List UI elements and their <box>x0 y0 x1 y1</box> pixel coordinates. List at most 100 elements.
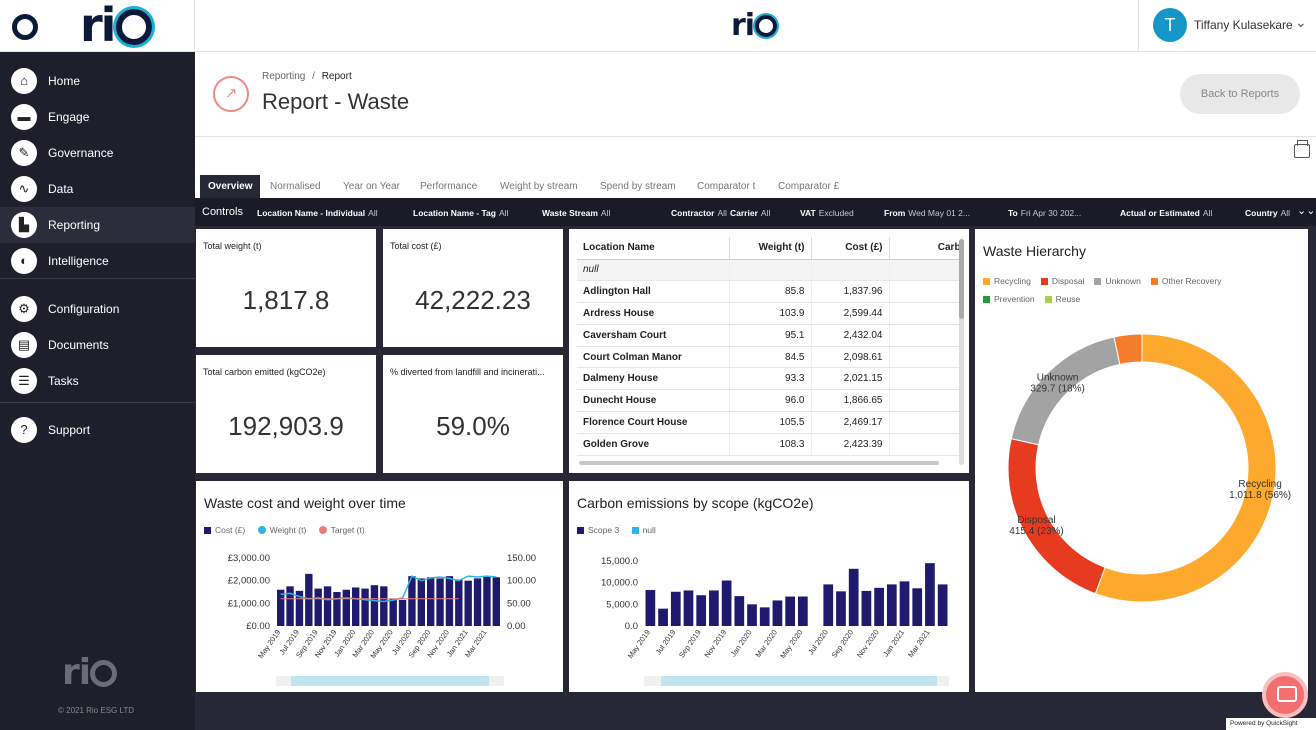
cost-bar[interactable] <box>408 576 416 626</box>
sidebar-item-reporting[interactable]: ▙ Reporting <box>0 207 195 243</box>
sidebar-item-intelligence[interactable]: ◐ Intelligence <box>0 243 195 279</box>
user-menu[interactable]: T Tiffany Kulasekare ⌄ <box>1138 0 1316 52</box>
filter-country[interactable]: Country All <box>1245 208 1290 218</box>
tab-weight-by-stream[interactable]: Weight by stream <box>500 181 578 192</box>
cost-bar[interactable] <box>417 578 425 626</box>
scope3-bar[interactable] <box>785 596 795 626</box>
cost-bar[interactable] <box>333 592 341 626</box>
controls-title[interactable]: Controls <box>202 206 243 218</box>
tab-comparator-t[interactable]: Comparator t <box>697 181 756 192</box>
filter-actual-or-estimated[interactable]: Actual or Estimated All <box>1120 208 1212 218</box>
legend-disposal[interactable]: Disposal <box>1040 272 1084 290</box>
scope3-bar[interactable] <box>823 584 834 626</box>
scope3-bar[interactable] <box>874 587 884 626</box>
filter-contractor[interactable]: Contractor All <box>671 208 727 218</box>
cost-bar[interactable] <box>473 578 482 626</box>
cost-bar[interactable] <box>277 589 285 626</box>
sidebar-item-configuration[interactable]: ⚙ Configuration <box>0 291 195 327</box>
scope3-bar[interactable] <box>709 590 719 626</box>
collapse-controls-icon[interactable]: ⌄⌄ <box>1297 205 1316 217</box>
scope3-bar[interactable] <box>925 563 935 626</box>
scope3-bar[interactable] <box>683 590 694 626</box>
legend-recycling[interactable]: Recycling <box>983 272 1031 290</box>
tab-overview[interactable]: Overview <box>200 175 261 198</box>
user-name[interactable]: Tiffany Kulasekare <box>1194 18 1293 32</box>
sidebar-item-tasks[interactable]: ☰ Tasks <box>0 363 195 399</box>
cost-bar[interactable] <box>361 588 369 626</box>
waste-hierarchy-donut[interactable]: Recycling 1,011.8 (56%) Disposal 415.4 (23%… <box>975 229 1308 692</box>
legend-null[interactable]: null <box>631 525 656 535</box>
cost-weight-chart[interactable]: £0.00 £1,000.00 £2,000.00 £3,000.00 0.00 50.0… <box>196 481 563 692</box>
cost-bar[interactable] <box>323 586 332 626</box>
cost-bar[interactable] <box>455 579 463 626</box>
legend-cost[interactable]: Cost (£) <box>204 525 245 535</box>
sidebar-item-engage[interactable]: ▬ Engage <box>0 99 195 135</box>
scope3-bar[interactable] <box>645 590 656 626</box>
kpi-diverted[interactable]: % diverted from landfill and incinerati.… <box>383 355 563 473</box>
kpi-total-cost[interactable]: Total cost (£) 42,222.23 <box>383 229 563 347</box>
scope3-bar[interactable] <box>836 591 846 626</box>
cost-bar[interactable] <box>314 588 322 626</box>
scope3-bar[interactable] <box>670 591 681 626</box>
range-slider-window[interactable] <box>291 676 489 686</box>
legend-scope3[interactable]: Scope 3 <box>577 525 619 535</box>
tab-normalised[interactable]: Normalised <box>270 181 321 192</box>
cost-bar[interactable] <box>427 577 435 626</box>
cost-bar[interactable] <box>380 586 388 626</box>
cost-bar[interactable] <box>286 586 294 626</box>
scope3-bar[interactable] <box>848 568 859 626</box>
tab-comparator-[interactable]: Comparator £ <box>778 181 840 192</box>
scope3-bar[interactable] <box>886 584 897 626</box>
scope3-bar[interactable] <box>861 590 872 626</box>
rio-logo[interactable]: ri <box>80 2 153 48</box>
breadcrumb-reporting[interactable]: Reporting <box>262 71 306 82</box>
filter-carrier[interactable]: Carrier All <box>730 208 770 218</box>
cost-bar[interactable] <box>389 598 397 626</box>
cost-bar[interactable] <box>464 580 472 626</box>
back-to-reports-button[interactable]: Back to Reports <box>1180 74 1300 114</box>
sidebar-item-governance[interactable]: ✎ Governance <box>0 135 195 171</box>
filter-vat[interactable]: VAT Excluded <box>800 208 854 218</box>
tab-performance[interactable]: Performance <box>420 181 478 192</box>
cost-bar[interactable] <box>342 589 350 626</box>
table-horizontal-scrollbar[interactable] <box>579 461 939 465</box>
scope3-bar[interactable] <box>937 584 948 626</box>
cost-bar[interactable] <box>295 590 304 626</box>
cost-bar[interactable] <box>305 573 313 626</box>
filter-from[interactable]: From Wed May 01 2... <box>884 208 970 218</box>
scope3-bar[interactable] <box>734 596 745 626</box>
scope3-bar[interactable] <box>759 607 770 626</box>
legend-reuse[interactable]: Reuse <box>1044 290 1080 308</box>
weight-line[interactable] <box>280 575 497 603</box>
column-header[interactable]: Location Name <box>577 237 730 260</box>
scope3-bar[interactable] <box>696 595 707 626</box>
scope3-bar[interactable] <box>912 588 923 626</box>
legend-other-recovery[interactable]: Other Recovery <box>1150 272 1221 290</box>
slice-recycling[interactable] <box>1094 333 1277 603</box>
scroll-thumb[interactable] <box>959 239 964 319</box>
filter-waste-stream[interactable]: Waste Stream All <box>542 208 610 218</box>
filter-location-name-individual[interactable]: Location Name - Individual All <box>257 208 378 218</box>
scope3-bar[interactable] <box>798 596 808 626</box>
scope3-bar[interactable] <box>721 580 732 627</box>
kpi-total-weight[interactable]: Total weight (t) 1,817.8 <box>196 229 376 347</box>
cost-bar[interactable] <box>445 576 454 626</box>
avatar[interactable]: T <box>1153 8 1187 42</box>
column-header[interactable]: Weight (t) <box>729 237 812 260</box>
legend-prevention[interactable]: Prevention <box>983 290 1035 308</box>
legend-unknown[interactable]: Unknown <box>1094 272 1141 290</box>
tab-spend-by-stream[interactable]: Spend by stream <box>600 181 676 192</box>
sidebar-item-data[interactable]: ∿ Data <box>0 171 195 207</box>
app-switcher-icon[interactable] <box>12 14 38 40</box>
sidebar-item-documents[interactable]: ▤ Documents <box>0 327 195 363</box>
range-slider-window[interactable] <box>661 676 937 686</box>
cost-bar[interactable] <box>483 576 491 626</box>
legend-weight[interactable]: Weight (t) <box>257 525 306 535</box>
